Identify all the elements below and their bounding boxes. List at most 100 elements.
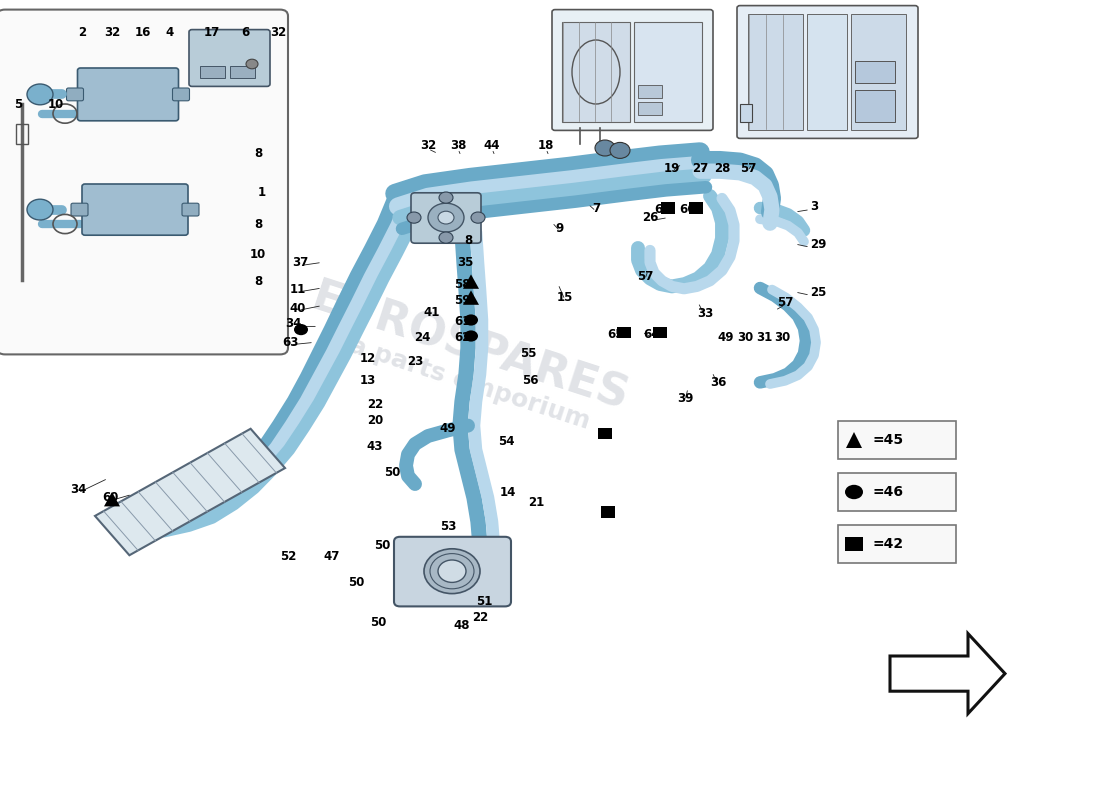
- Circle shape: [424, 549, 480, 594]
- FancyBboxPatch shape: [82, 184, 188, 235]
- Text: 50: 50: [374, 539, 390, 552]
- FancyBboxPatch shape: [173, 88, 189, 101]
- Bar: [653, 327, 667, 338]
- Text: 29: 29: [810, 238, 826, 250]
- Text: 27: 27: [692, 162, 708, 174]
- Text: 11: 11: [290, 283, 306, 296]
- Text: =45: =45: [873, 433, 904, 447]
- Text: 58: 58: [453, 278, 471, 290]
- Bar: [661, 202, 675, 214]
- FancyBboxPatch shape: [0, 10, 288, 354]
- Text: 50: 50: [384, 466, 400, 478]
- Circle shape: [28, 84, 53, 105]
- Text: 43: 43: [366, 440, 383, 453]
- Circle shape: [464, 314, 478, 326]
- FancyBboxPatch shape: [552, 10, 713, 130]
- Circle shape: [464, 330, 478, 342]
- Text: 59: 59: [453, 294, 471, 306]
- FancyBboxPatch shape: [77, 68, 178, 121]
- Text: a parts emporium: a parts emporium: [346, 334, 594, 434]
- Bar: [748, 14, 803, 130]
- Text: =46: =46: [873, 485, 904, 499]
- Text: 30: 30: [774, 331, 790, 344]
- Text: 25: 25: [810, 286, 826, 298]
- FancyBboxPatch shape: [394, 537, 512, 606]
- Text: 20: 20: [367, 414, 383, 426]
- Text: 8: 8: [464, 234, 472, 246]
- Circle shape: [471, 212, 485, 223]
- Text: 34: 34: [285, 317, 301, 330]
- Circle shape: [407, 212, 421, 223]
- Text: 49: 49: [717, 331, 735, 344]
- Text: 8: 8: [254, 275, 262, 288]
- Text: 8: 8: [254, 218, 262, 230]
- Text: 64: 64: [644, 328, 660, 341]
- Polygon shape: [104, 492, 120, 506]
- Circle shape: [439, 232, 453, 243]
- Text: 32: 32: [420, 139, 436, 152]
- FancyBboxPatch shape: [411, 193, 481, 243]
- Text: 23: 23: [407, 355, 424, 368]
- Text: 39: 39: [676, 392, 693, 405]
- Text: EUROSPARES: EUROSPARES: [306, 277, 634, 419]
- Circle shape: [246, 59, 258, 69]
- Text: 54: 54: [497, 435, 515, 448]
- Text: 4: 4: [166, 26, 174, 38]
- Text: 12: 12: [360, 352, 376, 365]
- Polygon shape: [890, 634, 1005, 714]
- Bar: [855, 90, 895, 122]
- Text: 50: 50: [370, 616, 386, 629]
- Bar: [838, 421, 956, 459]
- Text: 66: 66: [680, 203, 696, 216]
- Bar: [562, 22, 630, 122]
- Bar: [851, 14, 906, 130]
- Text: 8: 8: [254, 147, 262, 160]
- Text: 3: 3: [810, 200, 818, 213]
- Text: 60: 60: [102, 491, 118, 504]
- Circle shape: [439, 192, 453, 203]
- Polygon shape: [846, 432, 862, 448]
- Circle shape: [610, 142, 630, 158]
- Text: 55: 55: [519, 347, 537, 360]
- Bar: [638, 85, 662, 98]
- Text: 40: 40: [289, 302, 306, 314]
- Bar: [740, 104, 752, 122]
- Text: 22: 22: [472, 611, 488, 624]
- Text: 50: 50: [348, 576, 364, 589]
- Circle shape: [438, 560, 466, 582]
- Bar: [838, 473, 956, 511]
- Text: 36: 36: [710, 376, 726, 389]
- Text: 6: 6: [241, 26, 249, 38]
- Bar: [634, 22, 702, 122]
- Bar: [638, 102, 662, 115]
- Bar: [807, 14, 847, 130]
- Text: 28: 28: [714, 162, 730, 174]
- Text: 47: 47: [323, 550, 340, 562]
- Text: 7: 7: [592, 202, 601, 214]
- Text: 34: 34: [69, 483, 86, 496]
- Text: 17: 17: [204, 26, 220, 38]
- FancyBboxPatch shape: [72, 203, 88, 216]
- Text: 16: 16: [135, 26, 151, 38]
- Bar: [200, 66, 225, 78]
- Text: 1: 1: [257, 186, 266, 198]
- Text: 21: 21: [528, 496, 544, 509]
- Text: 56: 56: [521, 374, 538, 386]
- Text: 13: 13: [360, 374, 376, 386]
- Text: 10: 10: [48, 98, 64, 110]
- Text: 30: 30: [737, 331, 754, 344]
- Text: 51: 51: [476, 595, 492, 608]
- Text: 26: 26: [641, 211, 658, 224]
- Text: 62: 62: [454, 331, 470, 344]
- Circle shape: [28, 199, 53, 220]
- Bar: [617, 327, 631, 338]
- Bar: [689, 202, 703, 214]
- Text: 53: 53: [440, 520, 456, 533]
- Text: 10: 10: [250, 248, 266, 261]
- Polygon shape: [95, 429, 285, 555]
- Circle shape: [294, 324, 308, 335]
- Text: 67: 67: [653, 203, 670, 216]
- Text: 2: 2: [78, 26, 86, 38]
- FancyBboxPatch shape: [66, 88, 84, 101]
- Text: 57: 57: [777, 296, 793, 309]
